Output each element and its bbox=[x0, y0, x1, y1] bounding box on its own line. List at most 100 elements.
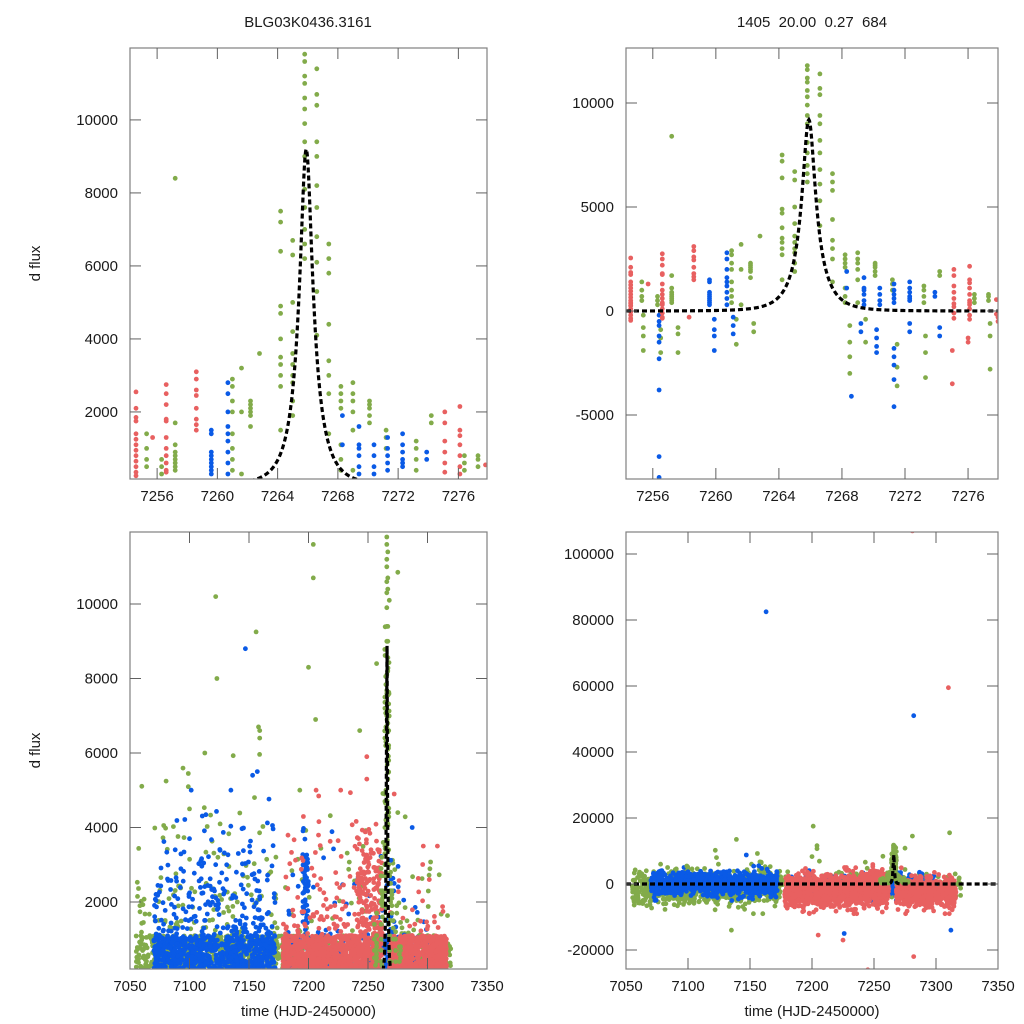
point-blue bbox=[158, 883, 164, 889]
point-blue bbox=[238, 955, 244, 961]
point-green bbox=[738, 302, 744, 308]
point-red bbox=[133, 473, 139, 479]
point-red bbox=[133, 469, 139, 475]
point-red bbox=[368, 903, 374, 908]
point-red bbox=[193, 387, 199, 393]
point-red bbox=[193, 405, 199, 411]
point-red bbox=[366, 827, 372, 832]
point-green bbox=[289, 868, 295, 874]
point-green bbox=[804, 75, 810, 81]
point-green bbox=[475, 453, 481, 459]
point-green bbox=[136, 886, 141, 891]
point-green bbox=[278, 336, 283, 342]
point-blue bbox=[257, 950, 263, 955]
point-green bbox=[278, 248, 283, 254]
point-blue bbox=[174, 931, 180, 937]
point-green bbox=[779, 225, 785, 231]
point-green bbox=[137, 909, 143, 915]
point-red bbox=[281, 950, 286, 956]
point-blue bbox=[272, 945, 277, 950]
point-green bbox=[278, 373, 283, 378]
point-blue bbox=[385, 460, 390, 466]
point-blue bbox=[395, 864, 401, 869]
point-red bbox=[645, 281, 651, 287]
point-red bbox=[287, 861, 293, 867]
point-red bbox=[327, 838, 333, 844]
point-blue bbox=[207, 883, 213, 889]
point-green bbox=[350, 427, 356, 433]
point-red bbox=[281, 956, 287, 962]
point-blue bbox=[180, 925, 186, 930]
point-blue bbox=[400, 449, 405, 455]
point-blue bbox=[203, 960, 209, 966]
point-blue bbox=[169, 940, 175, 946]
point-red bbox=[133, 453, 139, 459]
point-green bbox=[367, 398, 372, 404]
point-green bbox=[208, 812, 214, 818]
point-red bbox=[428, 949, 434, 954]
point-green bbox=[378, 959, 384, 964]
point-red bbox=[163, 402, 169, 407]
point-green bbox=[378, 936, 384, 942]
point-blue bbox=[161, 966, 167, 969]
point-green bbox=[386, 597, 392, 603]
point-green bbox=[987, 321, 993, 326]
point-red bbox=[313, 787, 319, 793]
point-green bbox=[350, 391, 356, 397]
point-green bbox=[817, 150, 823, 156]
point-blue bbox=[211, 932, 217, 937]
point-blue bbox=[251, 904, 257, 910]
y-tick-label: 8000 bbox=[85, 670, 118, 687]
point-red bbox=[335, 838, 341, 844]
point-red bbox=[457, 427, 463, 433]
point-green bbox=[178, 918, 184, 924]
point-red bbox=[317, 843, 323, 848]
point-blue bbox=[186, 894, 192, 899]
point-blue bbox=[265, 872, 270, 878]
point-green bbox=[213, 594, 219, 599]
point-green bbox=[237, 810, 243, 816]
point-red bbox=[365, 888, 371, 894]
point-green bbox=[278, 354, 283, 360]
point-red bbox=[293, 937, 299, 942]
point-blue bbox=[172, 957, 178, 963]
point-red bbox=[994, 311, 998, 317]
point-red bbox=[358, 929, 363, 934]
point-green bbox=[171, 824, 176, 829]
point-blue bbox=[200, 935, 206, 941]
point-blue bbox=[188, 787, 194, 793]
x-tick-label: 7100 bbox=[173, 978, 206, 995]
point-green bbox=[133, 964, 139, 969]
point-green bbox=[847, 371, 853, 376]
point-green bbox=[380, 892, 385, 897]
point-green bbox=[847, 354, 853, 360]
data-points bbox=[630, 532, 963, 969]
point-green bbox=[226, 831, 232, 837]
point-blue bbox=[218, 966, 223, 969]
point-red bbox=[193, 416, 199, 422]
point-blue bbox=[724, 283, 730, 289]
point-blue bbox=[356, 446, 362, 451]
point-green bbox=[890, 277, 895, 283]
point-red bbox=[291, 950, 297, 956]
y-tick-label: 2000 bbox=[85, 894, 118, 911]
x-tick-label: 7272 bbox=[381, 488, 414, 505]
point-blue bbox=[264, 957, 270, 962]
point-blue bbox=[212, 888, 217, 894]
point-red bbox=[163, 435, 169, 440]
point-red bbox=[303, 923, 308, 929]
point-red bbox=[163, 460, 169, 466]
point-green bbox=[669, 285, 675, 291]
point-blue bbox=[251, 871, 257, 877]
point-green bbox=[425, 904, 431, 909]
point-red bbox=[317, 887, 323, 892]
point-red bbox=[659, 292, 665, 297]
point-blue bbox=[255, 966, 261, 969]
point-green bbox=[792, 169, 798, 175]
point-green bbox=[310, 575, 316, 581]
point-green bbox=[475, 464, 481, 470]
point-red bbox=[371, 880, 377, 885]
point-green bbox=[302, 73, 308, 79]
point-blue bbox=[858, 329, 864, 335]
point-red bbox=[424, 919, 429, 925]
